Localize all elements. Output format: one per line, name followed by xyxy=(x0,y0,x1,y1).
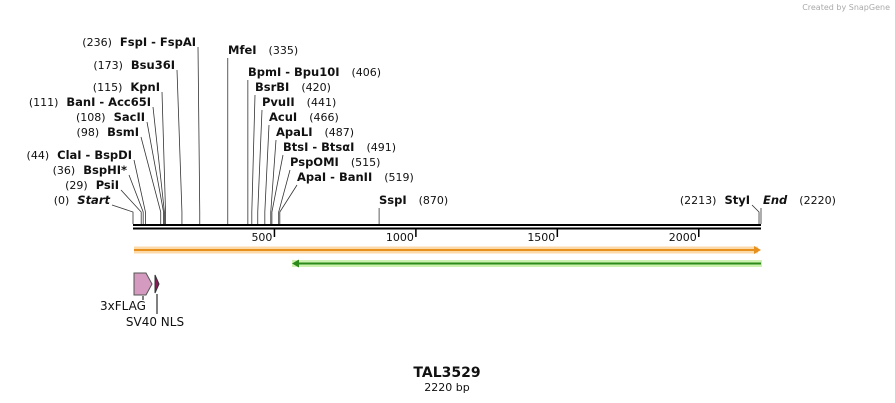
site-name: Start xyxy=(77,193,110,207)
site-label: End (2220) xyxy=(763,193,836,207)
site-name: SacII xyxy=(114,110,145,124)
site-position: (108) xyxy=(76,111,106,124)
feature-sv40 xyxy=(154,274,160,294)
site-leader xyxy=(152,106,165,224)
feature-3xflag xyxy=(133,272,153,296)
site-label: BtsI - BtsαI (491) xyxy=(283,140,396,154)
site-name: PsiI xyxy=(96,178,119,192)
site-label: (0) Start xyxy=(54,193,111,207)
site-position: (487) xyxy=(325,126,355,139)
site-position: (2213) xyxy=(680,194,717,207)
site-name: PspOMI xyxy=(290,155,339,169)
site-leader xyxy=(197,46,201,224)
site-position: (0) xyxy=(54,194,70,207)
site-position: (870) xyxy=(419,194,449,207)
site-label: (108) SacII xyxy=(76,110,145,124)
site-position: (441) xyxy=(307,96,337,109)
site-leader xyxy=(120,189,142,224)
site-position: (36) xyxy=(53,164,76,177)
site-leader xyxy=(251,94,256,224)
site-label: (44) ClaI - BspDI xyxy=(27,148,132,162)
length: 2220 bp xyxy=(424,381,469,394)
site-name: StyI xyxy=(724,193,750,207)
site-label: (111) BanI - Acc65I xyxy=(29,95,151,109)
site-position: (44) xyxy=(27,149,50,162)
site-position: (98) xyxy=(77,126,100,139)
site-name: BtsI - BtsαI xyxy=(283,140,354,154)
site-position: (29) xyxy=(65,179,88,192)
site-leader xyxy=(279,184,298,224)
site-label: (98) BsmI xyxy=(77,125,139,139)
site-leader xyxy=(264,124,270,224)
site-name: BspHI* xyxy=(83,163,127,177)
site-name: MfeI xyxy=(228,43,257,57)
site-position: (515) xyxy=(351,156,381,169)
site-position: (236) xyxy=(82,36,112,49)
site-leader xyxy=(161,91,166,224)
site-leader xyxy=(257,109,263,224)
site-name: PvuII xyxy=(262,95,295,109)
site-name: BpmI - Bpu10I xyxy=(248,65,340,79)
arrow-head xyxy=(292,259,299,268)
site-leader xyxy=(751,204,760,224)
site-leader xyxy=(176,69,183,224)
arrow-head xyxy=(754,246,761,254)
site-name: ClaI - BspDI xyxy=(57,148,132,162)
axis-tick-label: 2000 xyxy=(669,231,697,244)
site-leader xyxy=(146,121,164,224)
site-label: (236) FspI - FspAI xyxy=(82,35,196,49)
site-leader xyxy=(128,174,144,224)
site-position: (491) xyxy=(366,141,396,154)
site-position: (420) xyxy=(301,81,331,94)
feature-label: SV40 NLS xyxy=(126,315,184,329)
site-position: (2220) xyxy=(799,194,836,207)
axis-tick-label: 1000 xyxy=(386,231,414,244)
site-name: BanI - Acc65I xyxy=(66,95,151,109)
site-label: (36) BspHI* xyxy=(53,163,127,177)
site-label: AcuI (466) xyxy=(269,110,339,124)
feature-label: 3xFLAG xyxy=(100,299,146,313)
site-label: BpmI - Bpu10I (406) xyxy=(248,65,381,79)
site-name: SspI xyxy=(379,193,407,207)
site-label: ApaLI (487) xyxy=(276,125,354,139)
site-position: (173) xyxy=(93,59,123,72)
site-label: (115) KpnI xyxy=(93,80,160,94)
site-name: FspI - FspAI xyxy=(120,35,196,49)
site-label: (29) PsiI xyxy=(65,178,119,192)
site-label: SspI (870) xyxy=(379,193,448,207)
site-name: ApaI - BanII xyxy=(297,170,372,184)
watermark: Created by SnapGene xyxy=(802,3,890,12)
axis-tick-label: 500 xyxy=(251,231,272,244)
site-label: BsrBI (420) xyxy=(255,80,331,94)
site-leader xyxy=(278,169,291,224)
site-name: BsrBI xyxy=(255,80,289,94)
site-name: Bsu36I xyxy=(131,58,175,72)
site-name: BsmI xyxy=(107,125,139,139)
site-name: AcuI xyxy=(269,110,297,124)
site-leader xyxy=(133,159,146,224)
site-label: (2213) StyI xyxy=(680,193,750,207)
site-label: (173) Bsu36I xyxy=(93,58,175,72)
site-position: (519) xyxy=(384,171,414,184)
site-leader xyxy=(111,204,134,224)
site-label: PspOMI (515) xyxy=(290,155,380,169)
site-position: (335) xyxy=(269,44,299,57)
site-leader xyxy=(271,154,284,224)
site-leader xyxy=(140,136,162,224)
site-label: MfeI (335) xyxy=(228,43,298,57)
site-name: End xyxy=(763,193,788,207)
site-label: PvuII (441) xyxy=(262,95,336,109)
site-name: ApaLI xyxy=(276,125,313,139)
axis-tick-label: 1500 xyxy=(527,231,555,244)
site-position: (406) xyxy=(352,66,382,79)
site-position: (111) xyxy=(29,96,59,109)
site-position: (466) xyxy=(309,111,339,124)
site-position: (115) xyxy=(93,81,123,94)
site-name: KpnI xyxy=(130,80,160,94)
site-leader xyxy=(270,139,277,224)
title: TAL3529 xyxy=(413,365,480,381)
site-label: ApaI - BanII (519) xyxy=(297,170,414,184)
